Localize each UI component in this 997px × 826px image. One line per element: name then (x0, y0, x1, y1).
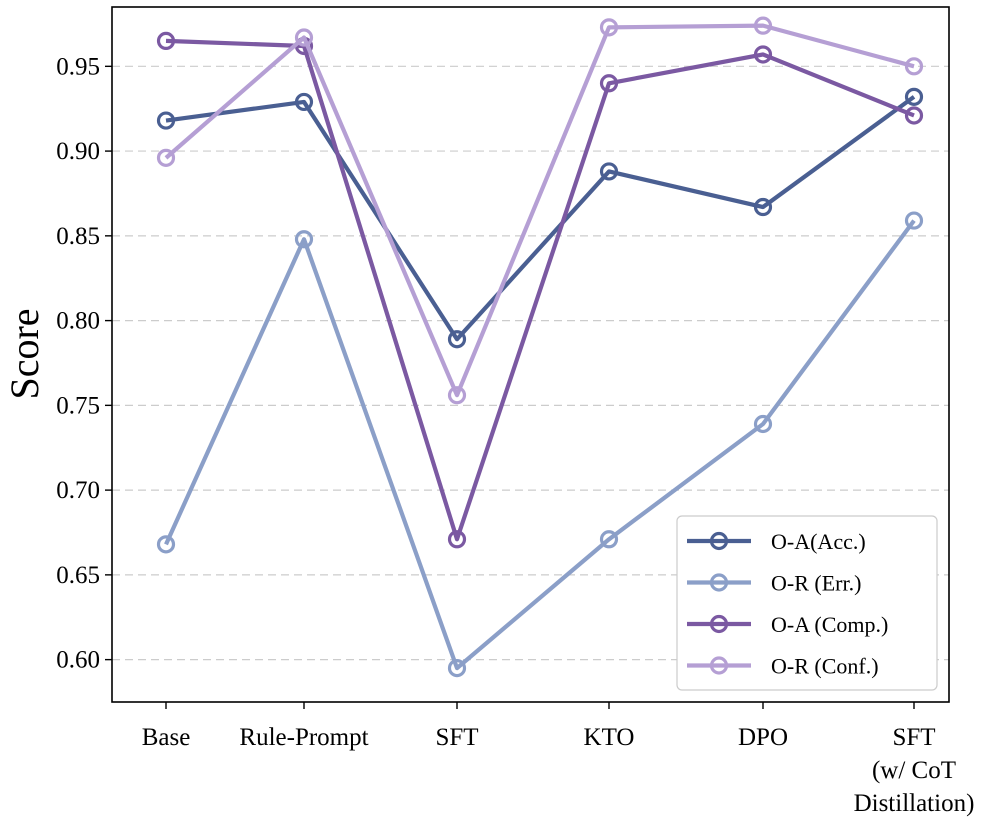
data-point (753, 16, 773, 35)
x-tick-label: SFT (435, 724, 478, 751)
data-point (599, 530, 619, 549)
legend-item: O-R (Conf.) (687, 654, 879, 679)
y-tick-label: 0.70 (56, 477, 100, 504)
data-point (753, 414, 773, 434)
y-tick-label: 0.60 (56, 647, 100, 674)
data-point (156, 535, 176, 554)
data-point (904, 87, 924, 106)
y-tick-label: 0.95 (56, 53, 100, 80)
data-point (904, 57, 924, 76)
series-4 (156, 16, 924, 405)
x-tick-label: DPO (738, 724, 788, 751)
x-tick-label: Base (142, 724, 191, 751)
legend-marker (709, 614, 729, 634)
data-point (599, 18, 619, 37)
series-line (165, 38, 915, 542)
y-tick-label: 0.75 (56, 392, 100, 419)
series-line (164, 219, 916, 671)
y-axis-label: Score (2, 308, 47, 399)
data-point (599, 74, 619, 93)
data-point (447, 330, 467, 349)
data-point (447, 658, 467, 678)
legend-marker (709, 656, 729, 675)
legend-label: O-R (Err.) (771, 571, 861, 596)
y-tick-label: 0.65 (56, 562, 100, 589)
data-point (753, 45, 773, 64)
legend-item: O-R (Err.) (687, 571, 861, 596)
x-tick-label: Rule-Prompt (239, 724, 368, 751)
data-point (904, 106, 924, 125)
data-point (447, 530, 467, 549)
series-line (165, 95, 916, 342)
y-tick-label: 0.90 (56, 138, 100, 165)
series-2 (156, 211, 924, 678)
legend-marker (709, 573, 729, 592)
plot-frame (111, 6, 950, 703)
series-group (156, 16, 924, 678)
data-point (599, 162, 619, 181)
legend-box (676, 515, 938, 691)
legend-item: O-A (Comp.) (687, 612, 888, 637)
data-point (294, 92, 314, 112)
legend-marker (709, 531, 729, 551)
x-tick-label: SFT (w/ CoT Distillation) (854, 724, 975, 817)
data-point (156, 111, 176, 130)
data-point (156, 148, 176, 167)
data-point (904, 211, 924, 230)
y-tick-label: 0.80 (56, 308, 100, 335)
legend: O-A(Acc.) O-R (Err.) O-A (Comp.) O-R (Conf.… (676, 515, 938, 691)
x-axis: Base Rule-Prompt SFT KTO DPO SFT (w/ CoT Distil… (142, 702, 975, 817)
series-3 (156, 31, 924, 549)
data-point (447, 386, 467, 405)
data-point (294, 28, 314, 47)
legend-label: O-R (Conf.) (771, 654, 879, 679)
y-axis: 0.60 0.65 0.70 0.75 0.80 0.85 0.90 0.95 (56, 53, 112, 674)
legend-label: O-A (Comp.) (771, 612, 888, 637)
data-point (294, 230, 314, 249)
data-point (156, 31, 176, 51)
data-point (753, 197, 773, 217)
series-1 (156, 87, 924, 349)
legend-label: O-A(Acc.) (771, 529, 866, 554)
y-tick-label: 0.85 (56, 223, 100, 250)
series-line (164, 23, 915, 398)
x-tick-label: KTO (584, 724, 635, 751)
legend-item: O-A(Acc.) (687, 529, 866, 554)
